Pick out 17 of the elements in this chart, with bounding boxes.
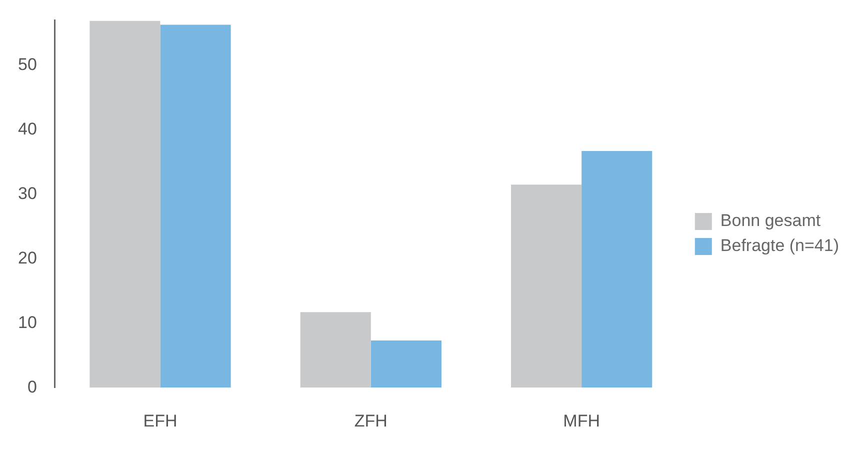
y-tick-label: 40 <box>18 119 37 138</box>
y-tick-label: 10 <box>18 312 37 332</box>
y-tick-label: 0 <box>27 377 37 396</box>
bar <box>510 184 582 388</box>
y-tick-label: 20 <box>18 248 37 268</box>
bar <box>370 340 442 388</box>
x-tick-label: ZFH <box>354 411 388 430</box>
bar <box>160 24 231 388</box>
legend-label: Bonn gesamt <box>720 211 821 230</box>
bar <box>582 151 652 388</box>
x-tick-label: EFH <box>143 411 178 430</box>
bar <box>90 20 160 388</box>
y-tick-label: 30 <box>18 184 37 203</box>
legend-label: Befragte (n=41) <box>720 236 840 256</box>
x-tick-label: MFH <box>563 411 600 430</box>
y-tick-label: 50 <box>18 55 37 74</box>
bar <box>300 312 371 388</box>
